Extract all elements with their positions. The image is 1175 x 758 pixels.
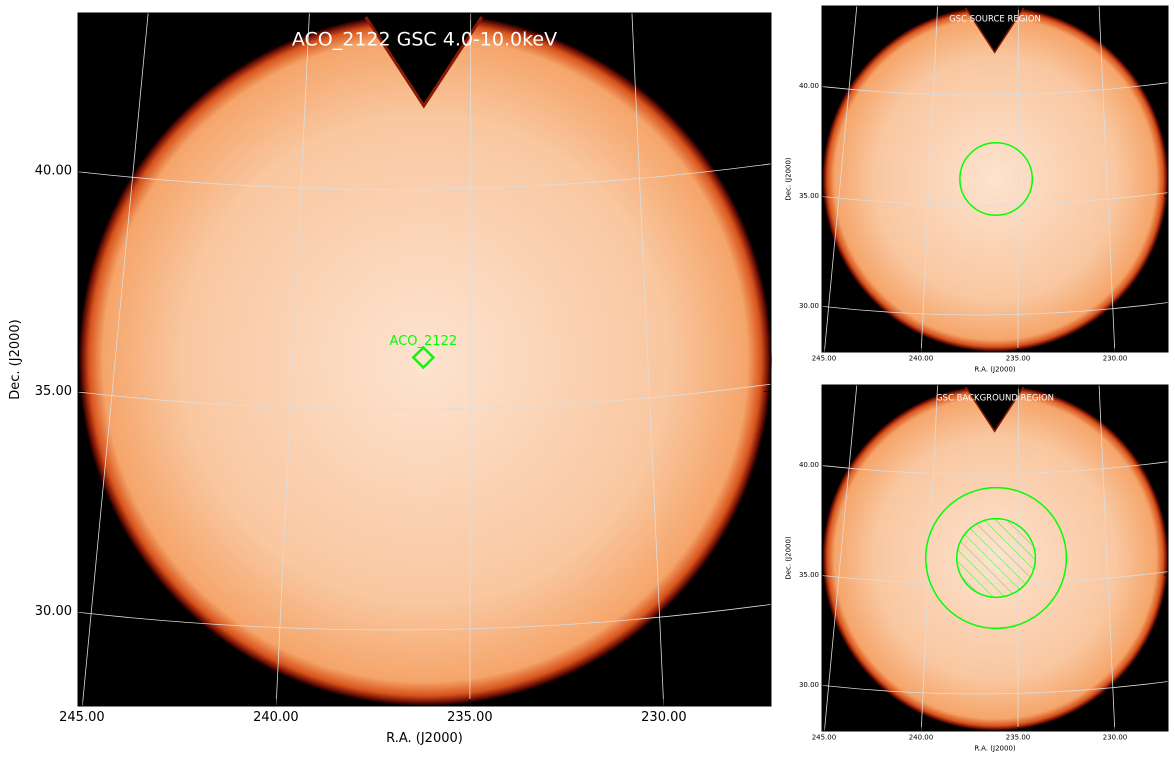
x-axis-label: R.A. (J2000) (974, 745, 1016, 753)
x-tick-label: 230.00 (1103, 733, 1128, 741)
grid-line (1098, 6, 1116, 352)
chart-title: GSC BACKGROUND REGION (936, 394, 1054, 404)
x-axis-label: R.A. (J2000) (386, 731, 463, 746)
grid-line (469, 13, 472, 706)
region-circle (959, 142, 1034, 216)
x-axis-label: R.A. (J2000) (974, 366, 1016, 374)
x-tick-label: 235.00 (447, 710, 493, 725)
notch-rim (965, 7, 1025, 54)
x-tick-label: 240.00 (253, 710, 299, 725)
x-tick-label: 245.00 (812, 354, 837, 362)
y-axis-label: Dec. (J2000) (8, 319, 23, 399)
grid-line (824, 6, 858, 352)
chart-title: ACO_2122 GSC 4.0-10.0keV (292, 29, 557, 51)
grid-line (824, 385, 858, 731)
grid-line (822, 461, 1168, 475)
y-axis-label: Dec. (J2000) (784, 157, 792, 201)
axes-frame (821, 384, 1169, 732)
x-tick-label: 235.00 (1006, 733, 1031, 741)
grid-line (822, 681, 1168, 695)
axes-frame (77, 12, 772, 707)
grid-line (920, 6, 938, 352)
x-tick-label: 240.00 (909, 733, 934, 741)
source-label: ACO_2122 (390, 334, 458, 349)
y-tick-label: 30.00 (799, 302, 819, 310)
notch (361, 13, 486, 106)
grid-line (78, 383, 771, 411)
y-tick-label: 35.00 (35, 384, 72, 399)
x-tick-label: 230.00 (1103, 354, 1128, 362)
background-exclusion (955, 517, 1037, 599)
notch-rim (965, 386, 1025, 433)
notch (963, 6, 1026, 53)
exposure-disk (822, 6, 1169, 352)
y-tick-label: 35.00 (799, 192, 819, 200)
y-tick-label: 40.00 (799, 461, 819, 469)
y-tick-label: 40.00 (799, 82, 819, 90)
x-tick-label: 245.00 (59, 710, 105, 725)
grid-line (275, 13, 310, 706)
grid-line (822, 192, 1168, 206)
source-marker (411, 345, 436, 370)
panel: 245.00 240.00 235.00 230.00 30.00 35.00 40.00 G… (784, 384, 1169, 753)
region-circle (924, 486, 1068, 630)
grid-line (78, 163, 771, 190)
chart-title: GSC SOURCE REGION (949, 15, 1041, 25)
y-tick-label: 30.00 (799, 681, 819, 689)
y-tick-label: 40.00 (35, 164, 72, 179)
exposure-disk (78, 13, 772, 706)
x-tick-label: 240.00 (909, 354, 934, 362)
panel: 245.00 240.00 235.00 230.00 30.00 35.00 40.00 G… (784, 5, 1169, 374)
grid-line (81, 13, 149, 706)
y-tick-label: 30.00 (35, 604, 72, 619)
x-tick-label: 235.00 (1006, 354, 1031, 362)
grid-line (822, 302, 1168, 316)
grid (78, 13, 771, 706)
panel: 245.00 240.00 235.00 230.00 30.00 35.00 40.00 A… (8, 12, 772, 746)
grid-line (631, 13, 665, 706)
grid-line (920, 385, 938, 731)
axes-frame (821, 5, 1169, 353)
x-tick-label: 245.00 (812, 733, 837, 741)
y-tick-label: 35.00 (799, 571, 819, 579)
grid-line (78, 603, 771, 631)
notch (963, 385, 1026, 432)
grid (822, 6, 1168, 352)
grid-line (822, 82, 1168, 96)
grid-line (1098, 385, 1116, 731)
x-tick-label: 230.00 (641, 710, 687, 725)
y-axis-label: Dec. (J2000) (784, 536, 792, 580)
notch-rim (364, 16, 484, 109)
